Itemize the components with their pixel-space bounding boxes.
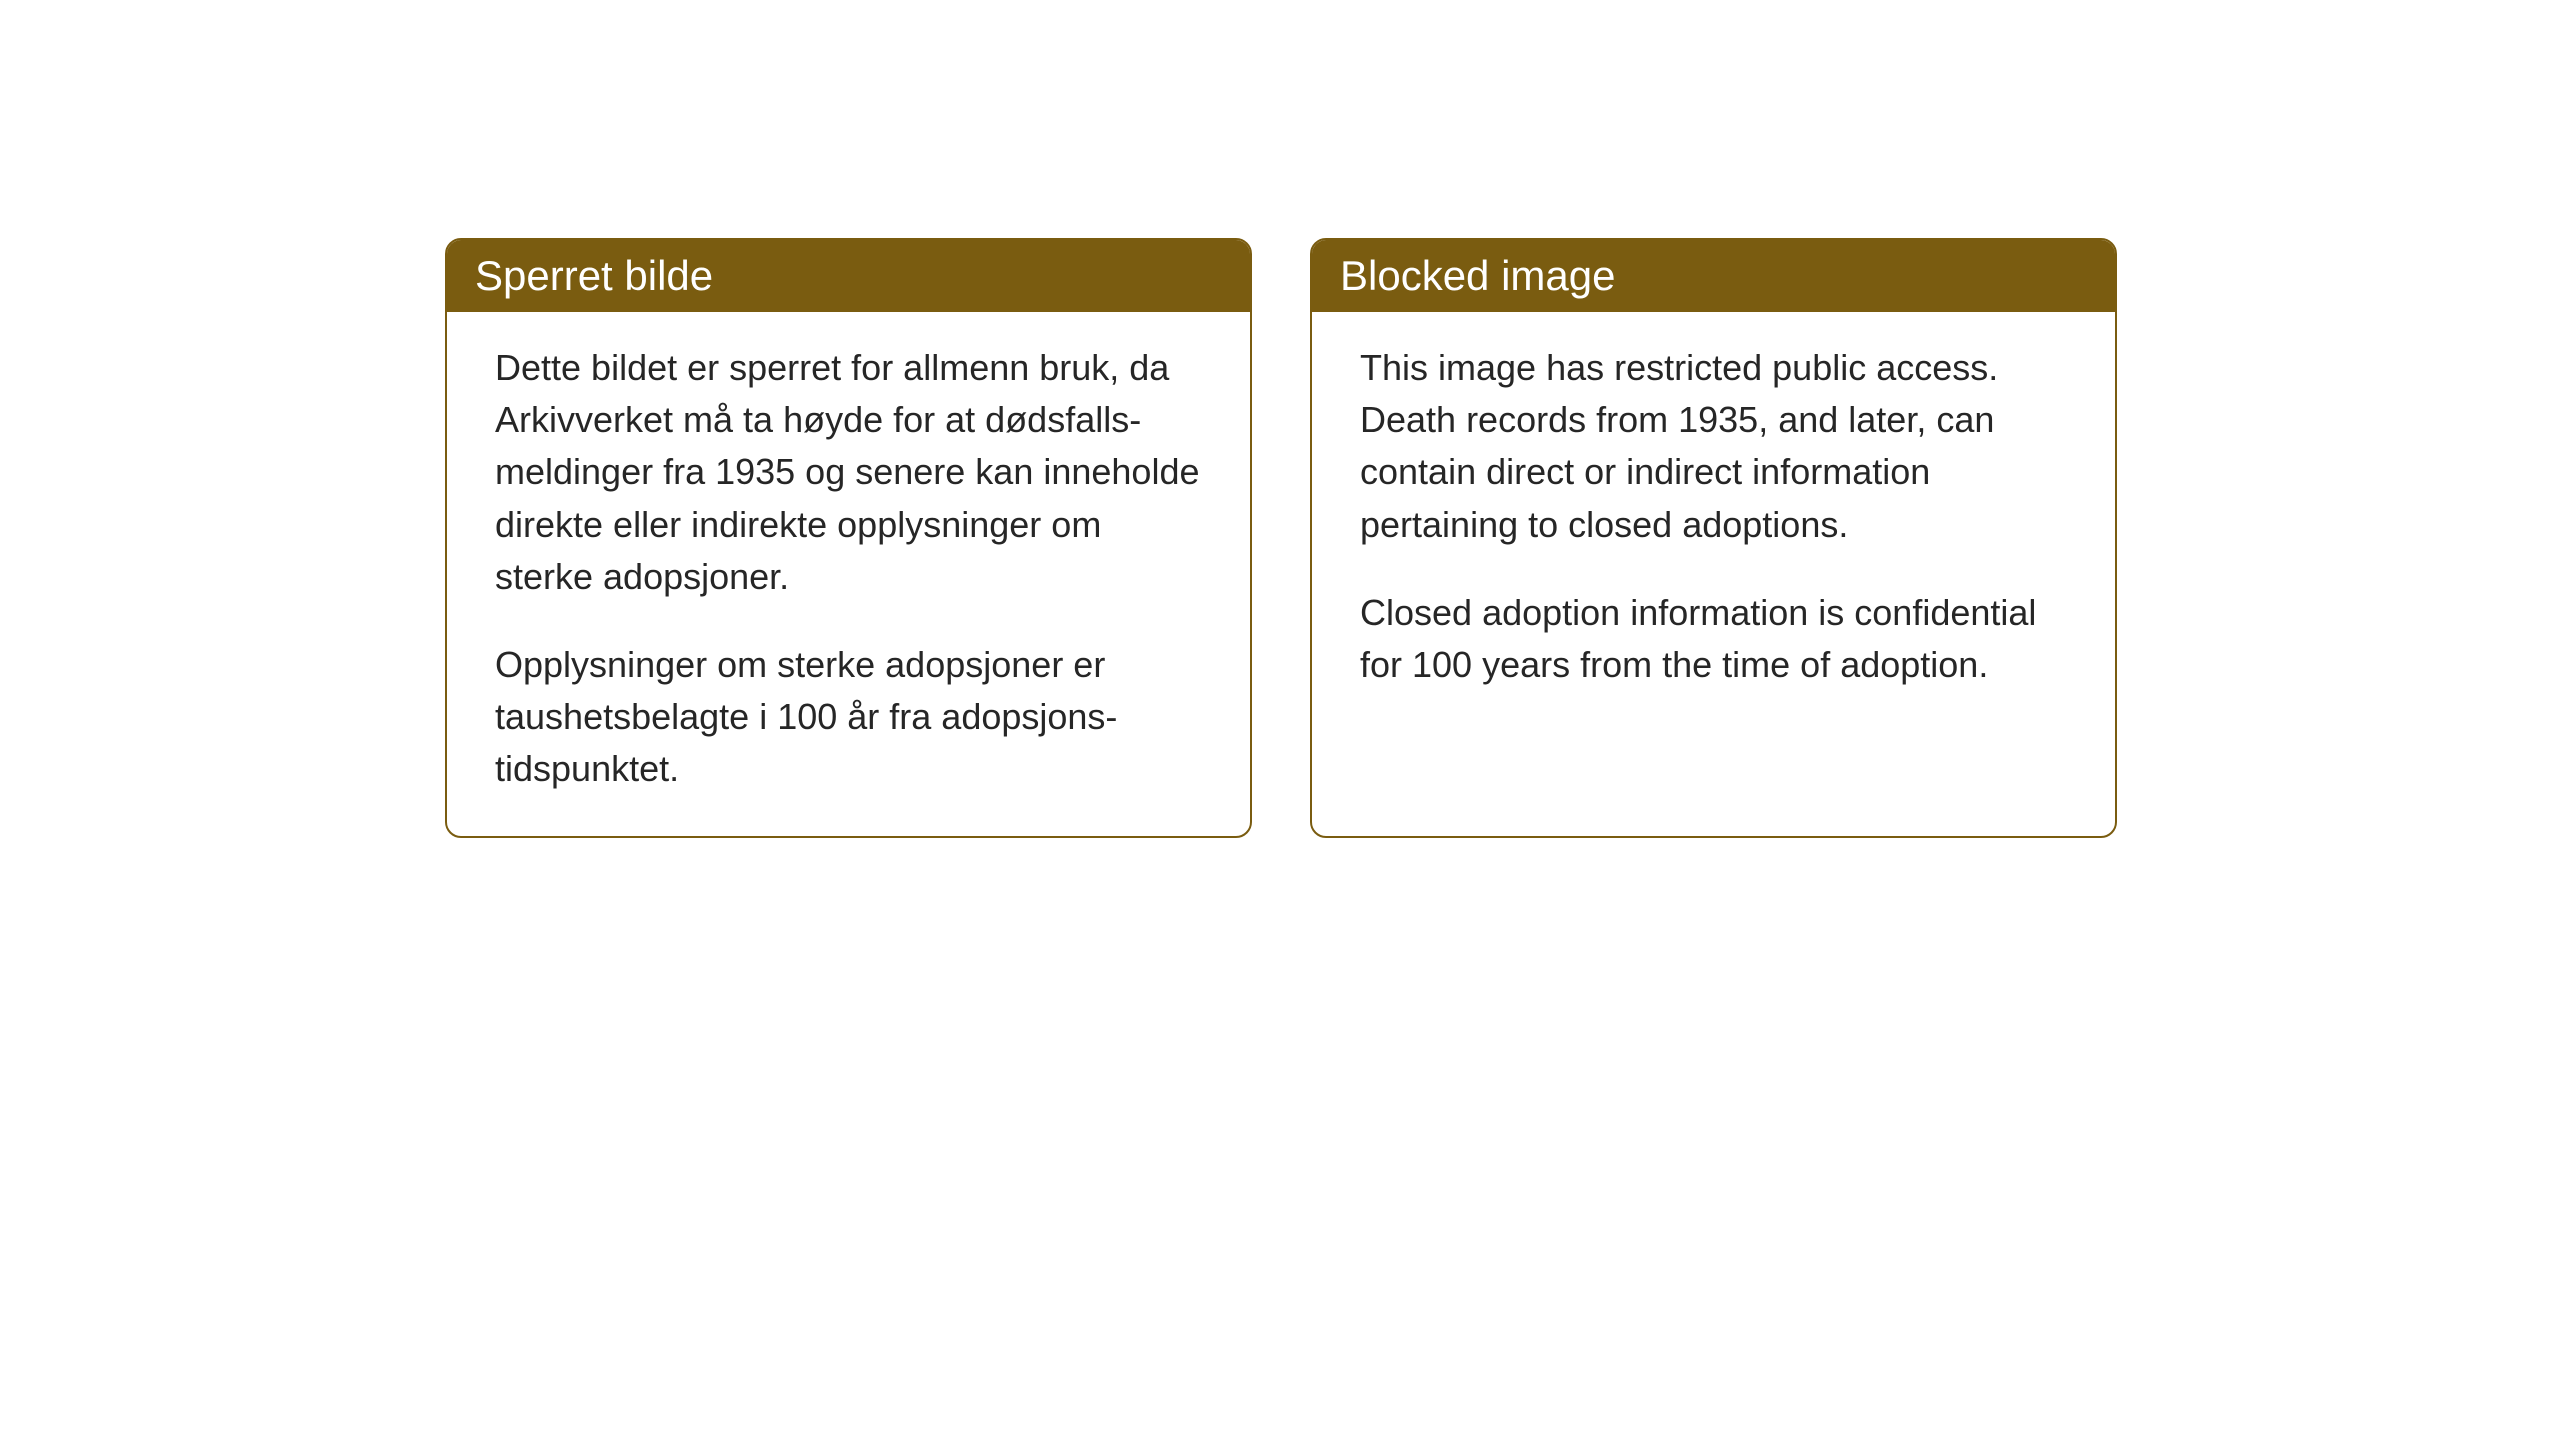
card-paragraph: This image has restricted public access.…	[1360, 342, 2067, 551]
info-cards-container: Sperret bilde Dette bildet er sperret fo…	[445, 238, 2117, 838]
card-body-english: This image has restricted public access.…	[1312, 312, 2115, 731]
info-card-english: Blocked image This image has restricted …	[1310, 238, 2117, 838]
card-title-norwegian: Sperret bilde	[447, 240, 1250, 312]
card-title-english: Blocked image	[1312, 240, 2115, 312]
card-body-norwegian: Dette bildet er sperret for allmenn bruk…	[447, 312, 1250, 836]
card-paragraph: Dette bildet er sperret for allmenn bruk…	[495, 342, 1202, 603]
card-paragraph: Opplysninger om sterke adopsjoner er tau…	[495, 639, 1202, 796]
info-card-norwegian: Sperret bilde Dette bildet er sperret fo…	[445, 238, 1252, 838]
card-paragraph: Closed adoption information is confident…	[1360, 587, 2067, 691]
